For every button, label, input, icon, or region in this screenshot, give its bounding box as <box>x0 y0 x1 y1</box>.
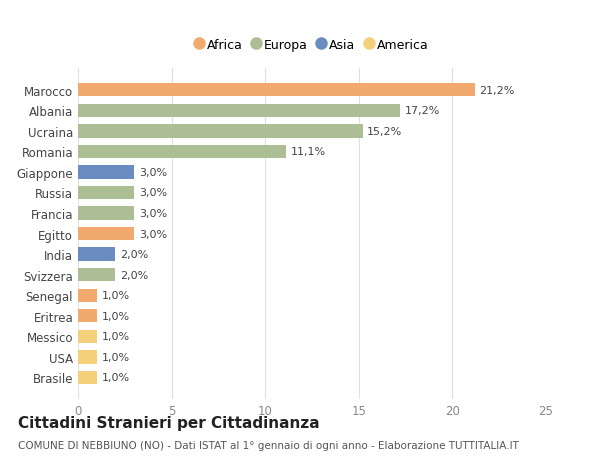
Bar <box>78 289 97 302</box>
Bar <box>78 330 97 343</box>
Bar <box>78 125 362 138</box>
Text: 3,0%: 3,0% <box>139 229 167 239</box>
Text: 11,1%: 11,1% <box>290 147 326 157</box>
Text: 21,2%: 21,2% <box>479 85 515 95</box>
Bar <box>78 84 475 97</box>
Text: 17,2%: 17,2% <box>404 106 440 116</box>
Text: 2,0%: 2,0% <box>120 270 148 280</box>
Text: 15,2%: 15,2% <box>367 127 403 136</box>
Text: Cittadini Stranieri per Cittadinanza: Cittadini Stranieri per Cittadinanza <box>18 415 320 431</box>
Bar <box>78 248 115 261</box>
Bar <box>78 351 97 364</box>
Bar <box>78 146 286 159</box>
Text: 3,0%: 3,0% <box>139 188 167 198</box>
Bar <box>78 371 97 384</box>
Bar <box>78 166 134 179</box>
Bar <box>78 207 134 220</box>
Text: 1,0%: 1,0% <box>101 332 130 341</box>
Text: 3,0%: 3,0% <box>139 168 167 178</box>
Text: 1,0%: 1,0% <box>101 291 130 301</box>
Bar <box>78 186 134 200</box>
Bar <box>78 309 97 323</box>
Bar <box>78 104 400 118</box>
Text: 3,0%: 3,0% <box>139 208 167 218</box>
Text: 2,0%: 2,0% <box>120 250 148 260</box>
Text: 1,0%: 1,0% <box>101 352 130 362</box>
Bar <box>78 269 115 282</box>
Bar <box>78 227 134 241</box>
Text: 1,0%: 1,0% <box>101 311 130 321</box>
Legend: Africa, Europa, Asia, America: Africa, Europa, Asia, America <box>192 35 432 56</box>
Text: COMUNE DI NEBBIUNO (NO) - Dati ISTAT al 1° gennaio di ogni anno - Elaborazione T: COMUNE DI NEBBIUNO (NO) - Dati ISTAT al … <box>18 440 519 450</box>
Text: 1,0%: 1,0% <box>101 373 130 383</box>
